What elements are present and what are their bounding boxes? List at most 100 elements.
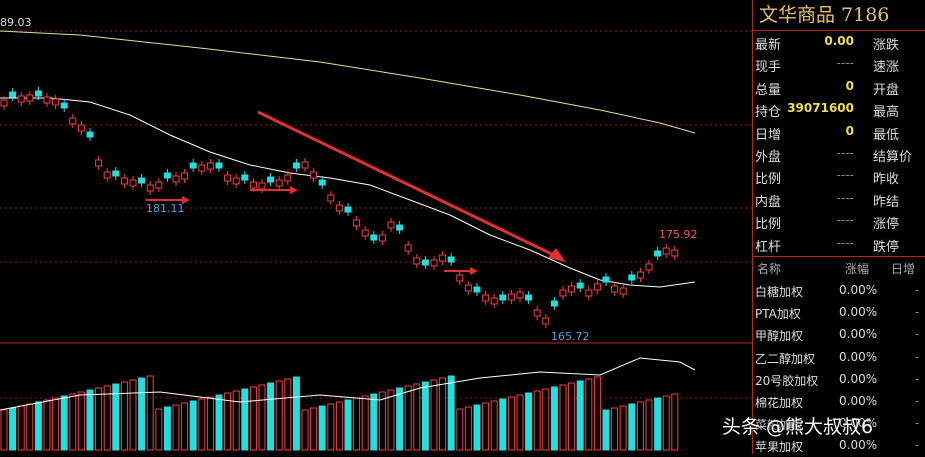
candle-body (439, 254, 447, 262)
quote-value: ---- (836, 190, 854, 205)
volume-bar (671, 393, 679, 451)
low-price-label-1: 181.11 (146, 202, 185, 215)
list-item-name: 20号胶加权 (755, 373, 819, 388)
instrument-title: 文华商品 7186 (753, 0, 925, 31)
volume-bar (0, 409, 8, 451)
candle-body (163, 172, 171, 179)
candle-body (490, 297, 498, 305)
candle-body (525, 294, 533, 301)
list-item-dash: - (915, 349, 920, 364)
list-item[interactable]: 甲醇加权 0.00% - (753, 324, 925, 346)
list-item-dash: - (915, 327, 920, 342)
list-item-pct: 0.00% (839, 416, 878, 431)
quote-label-2: 昨结 (873, 194, 900, 210)
volume-bar (421, 381, 429, 451)
volume-bar (361, 395, 369, 451)
quote-row: 比例 ---- 昨收 (753, 165, 925, 187)
candle-body (378, 234, 386, 242)
volume-bar (542, 388, 550, 451)
volume-bar (120, 381, 128, 451)
volume-bar (232, 390, 240, 451)
list-item[interactable]: PTA加权 0.00% - (753, 302, 925, 324)
volume-bar (473, 404, 481, 451)
candle-body (155, 181, 163, 189)
list-item-dash: - (915, 416, 920, 431)
quote-label: 日增 (755, 127, 782, 143)
volume-bar (198, 398, 206, 451)
candle-body (645, 263, 653, 271)
volume-bar (17, 405, 25, 451)
volume-bar (550, 386, 558, 451)
list-item[interactable]: 白糖加权 0.00% - (753, 280, 925, 302)
volume-bar (103, 385, 111, 451)
candle-body (611, 285, 619, 293)
volume-bar (568, 382, 576, 451)
list-item-dash: - (915, 371, 920, 386)
ma-short-line (0, 97, 696, 288)
volume-bar (318, 405, 326, 451)
quote-label-2: 开盘 (873, 82, 900, 98)
list-item-pct: 0.00% (839, 438, 878, 453)
volume-bar (249, 386, 257, 451)
volume-bar (662, 395, 670, 451)
volume-bar (499, 398, 507, 451)
list-header-pct: 涨幅 (845, 262, 870, 276)
candle-body (224, 174, 232, 182)
volume-bar (344, 399, 352, 451)
candle-body (249, 181, 257, 189)
candle-body (619, 287, 627, 295)
volume-bar (619, 405, 627, 451)
volume-bar (387, 389, 395, 451)
candle-body (662, 247, 670, 255)
volume-bar (258, 384, 266, 451)
quote-label-2: 最低 (873, 127, 900, 143)
volume-bar (292, 376, 300, 451)
volume-bar (138, 377, 146, 451)
candle-body (542, 317, 550, 325)
candle-body (628, 274, 636, 281)
quote-label: 外盘 (755, 150, 782, 165)
list-item[interactable]: 菜粕加权 0.00% - (753, 413, 925, 435)
volume-bar (636, 401, 644, 451)
candle-body (0, 99, 8, 107)
volume-bar (86, 389, 94, 451)
volume-bar (284, 378, 292, 451)
list-item[interactable]: 棉花加权 0.00% - (753, 391, 925, 413)
candle-body (550, 300, 558, 307)
list-header-inc: 日增 (891, 262, 916, 276)
volume-bar (396, 387, 404, 451)
volume-bar (628, 403, 636, 451)
quote-label: 杠杆 (755, 239, 782, 255)
volume-bar (60, 395, 68, 451)
quote-value: ---- (836, 213, 854, 228)
list-item-pct: 0.00% (839, 327, 878, 342)
list-item[interactable]: 苹果加权 0.00% - (753, 435, 925, 457)
volume-bar (224, 392, 232, 451)
candle-body (430, 259, 438, 267)
candle-body (327, 194, 335, 202)
volume-bar (593, 376, 601, 451)
volume-ma-line (0, 357, 696, 411)
quote-label-2: 涨停 (873, 217, 900, 233)
volume-bar (482, 402, 490, 451)
list-item[interactable]: 乙二醇加权 0.00% - (753, 347, 925, 369)
candle-body (413, 257, 421, 265)
list-item[interactable]: 20号胶加权 0.00% - (753, 369, 925, 391)
kline-chart[interactable]: 89.03 181.11 165.72 175.92 (0, 0, 752, 454)
small-arrow-head (470, 267, 478, 275)
volume-bar (155, 408, 163, 451)
candle-body (636, 271, 644, 279)
trend-arrow-head (548, 248, 566, 262)
quote-row: 杠杆 ---- 跌停 (753, 233, 925, 255)
candle-body (198, 164, 206, 172)
candle-body (335, 204, 343, 212)
list-header: 名称 涨幅 日增 (753, 256, 925, 279)
volume-bar (654, 397, 662, 451)
volume-bar (464, 406, 472, 451)
volume-bar (95, 387, 103, 451)
candle-body (671, 249, 679, 257)
candle-body (284, 174, 292, 182)
candle-body (353, 219, 361, 227)
candle-body (654, 250, 662, 257)
volume-bar (611, 407, 619, 451)
